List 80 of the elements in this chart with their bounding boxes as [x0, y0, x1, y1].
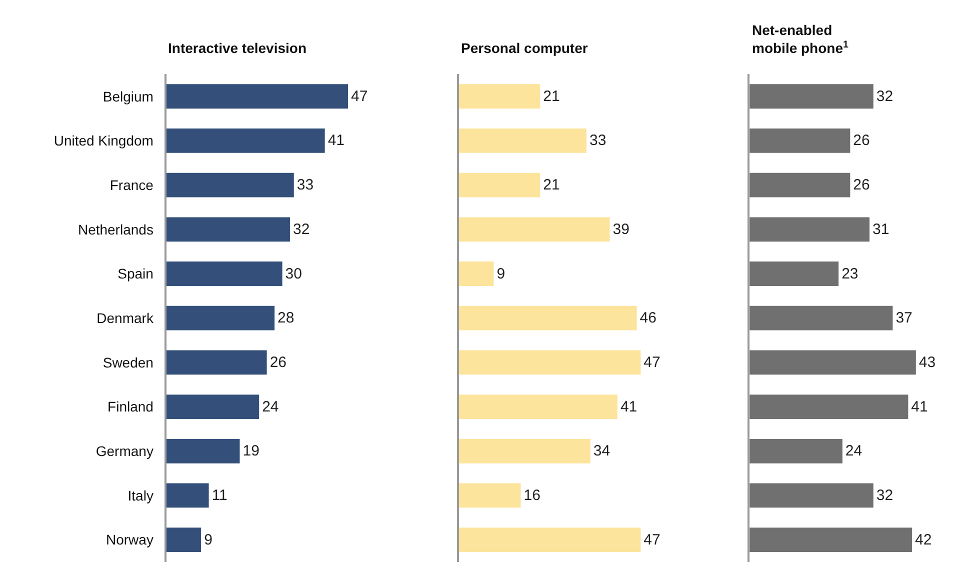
bar	[166, 262, 282, 286]
y-tick-label: Norway	[106, 532, 154, 548]
y-tick-label: Finland	[108, 398, 154, 415]
bar	[458, 172, 540, 198]
data-label: 43	[918, 354, 936, 371]
bar	[458, 350, 641, 375]
bar	[750, 528, 912, 552]
bar	[750, 306, 893, 330]
y-tick-label: Italy	[128, 487, 154, 504]
bar	[458, 483, 521, 508]
data-label: 9	[204, 531, 212, 548]
data-label: 47	[351, 88, 368, 105]
data-label: 41	[911, 398, 928, 416]
bar	[750, 262, 839, 286]
bar	[750, 84, 874, 109]
data-label: 30	[285, 265, 302, 282]
data-label: 34	[593, 442, 610, 460]
bar	[458, 394, 618, 419]
data-label: 41	[328, 132, 345, 150]
bar	[458, 528, 641, 552]
data-label: 39	[612, 220, 630, 238]
bar	[750, 483, 874, 508]
data-label: 21	[543, 176, 560, 194]
bar	[458, 217, 610, 242]
bar	[750, 394, 908, 419]
bar	[750, 172, 850, 198]
chart-title: Interactive television	[168, 40, 307, 56]
data-label: 11	[212, 486, 228, 504]
chart-title: Net-enabled mobile phone$^{1}$	[752, 22, 849, 56]
data-label: 32	[876, 486, 894, 504]
bar	[166, 483, 209, 508]
data-label: 16	[524, 486, 540, 504]
data-label: 19	[242, 442, 260, 460]
chart-title: Personal computer	[461, 40, 588, 56]
data-label: 42	[915, 531, 932, 548]
y-tick-label: Sweden	[102, 354, 154, 370]
bar	[458, 262, 494, 286]
data-label: 21	[543, 88, 560, 105]
data-label: 23	[842, 265, 858, 282]
data-label: 32	[293, 220, 310, 238]
bar	[458, 438, 590, 464]
bar	[750, 438, 842, 464]
bar	[166, 350, 267, 375]
y-tick-label: Netherlands	[78, 221, 154, 238]
bar	[166, 172, 294, 198]
bar	[166, 217, 290, 242]
bar	[750, 217, 870, 242]
data-label: 32	[876, 88, 894, 105]
data-label: 9	[496, 265, 506, 282]
bar	[166, 306, 275, 330]
data-label: 47	[644, 531, 660, 548]
y-tick-label: France	[110, 176, 154, 193]
y-tick-label: Belgium	[102, 88, 154, 104]
data-label: 26	[853, 176, 870, 194]
bar	[750, 350, 916, 375]
y-tick-label: Germany	[96, 443, 154, 460]
data-label: 28	[278, 310, 294, 327]
data-label: 24	[262, 398, 279, 416]
bar	[458, 306, 637, 330]
y-tick-label: Spain	[118, 266, 154, 282]
bar	[166, 128, 325, 153]
data-label: 26	[270, 354, 287, 371]
data-label: 24	[845, 442, 862, 460]
bar	[458, 128, 587, 153]
data-label: 37	[896, 310, 912, 327]
y-tick-label: United Kingdom	[54, 132, 154, 149]
bar	[166, 84, 348, 109]
bar	[750, 128, 850, 153]
y-tick-label: Denmark	[96, 310, 154, 326]
bar	[166, 528, 202, 552]
bar	[458, 84, 540, 109]
data-label: 31	[872, 220, 890, 238]
data-label: 33	[296, 176, 314, 194]
data-label: 26	[853, 132, 870, 150]
data-label: 33	[590, 132, 606, 150]
data-label: 47	[644, 354, 660, 371]
bar	[166, 438, 240, 464]
bar	[166, 394, 260, 419]
data-label: 41	[620, 398, 638, 416]
data-label: 46	[640, 310, 656, 327]
